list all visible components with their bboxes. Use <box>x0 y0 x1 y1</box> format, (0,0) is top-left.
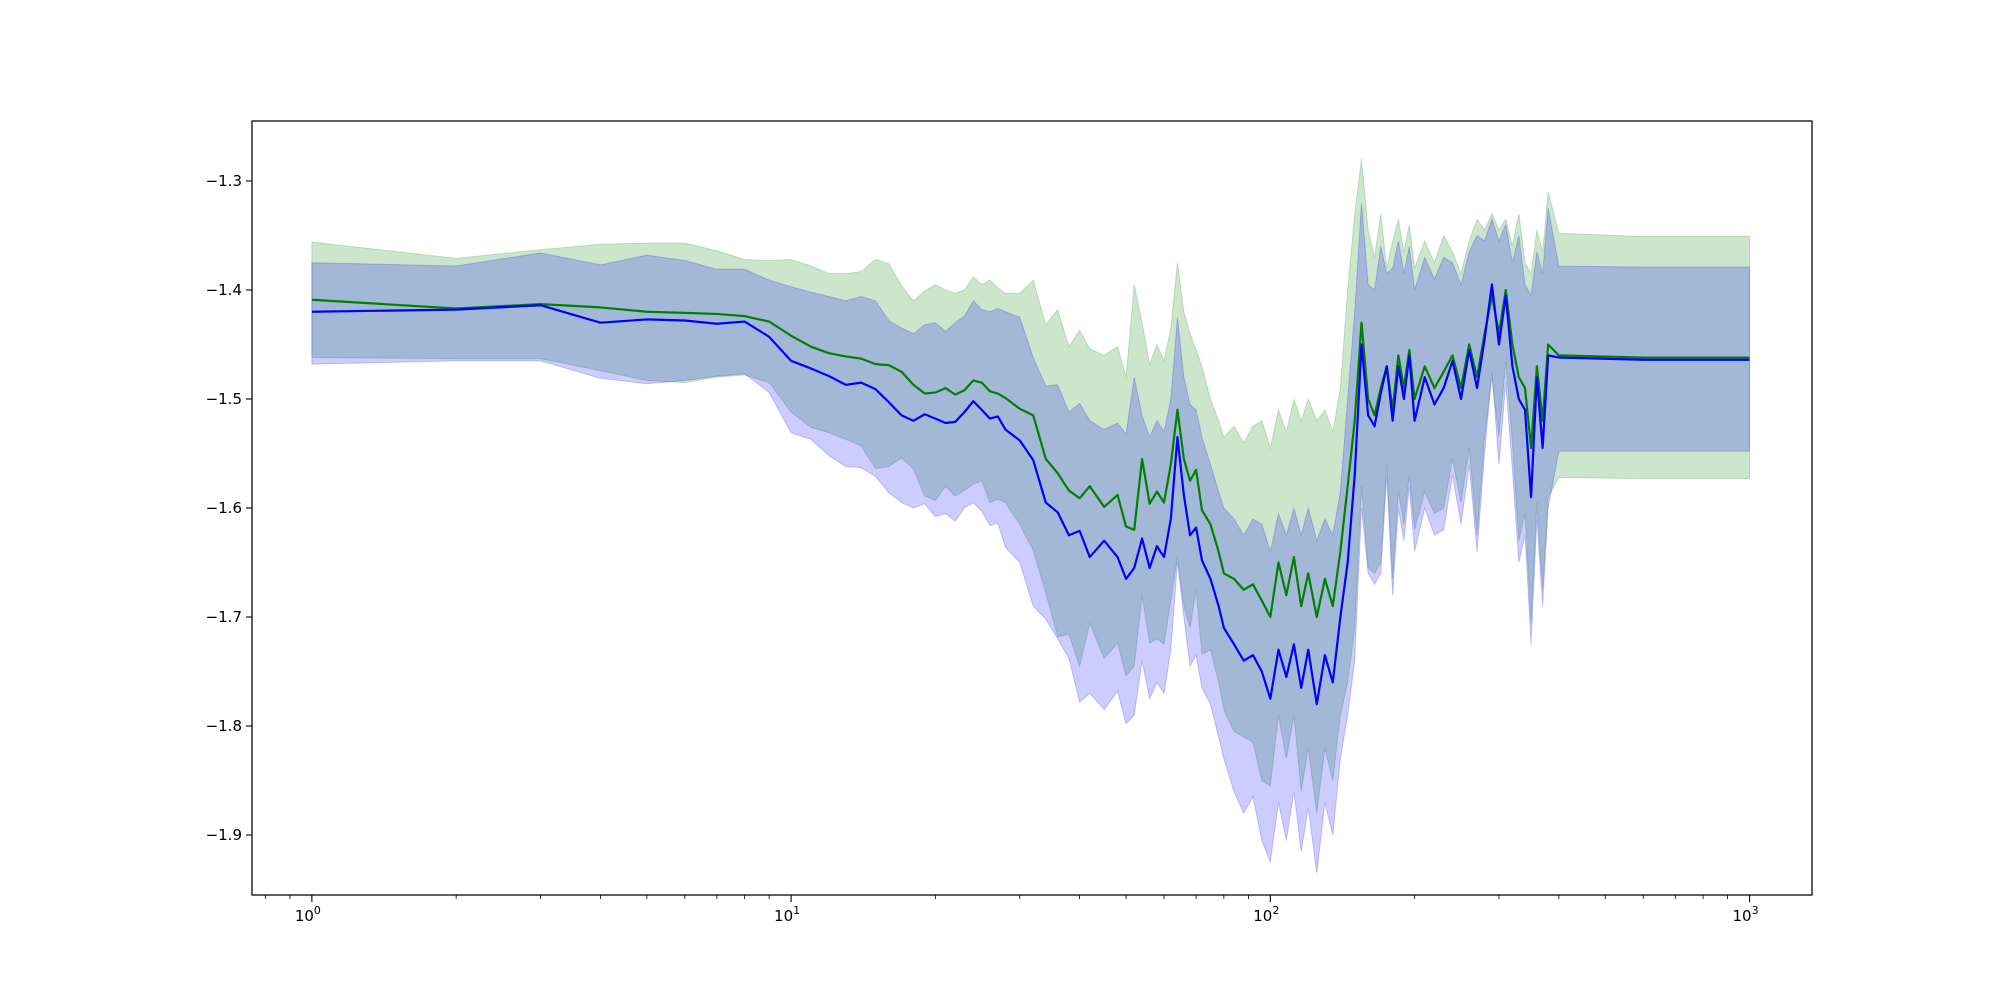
confidence-bands <box>311 159 1751 874</box>
series-1-line <box>311 288 1750 619</box>
series-2-band <box>311 202 1751 874</box>
y-tick-label: −1.3 <box>206 172 242 190</box>
y-axis: −1.3 −1.4 −1.5 −1.6 −1.7 −1.8 −1.9 <box>206 172 252 844</box>
y-tick-label: −1.4 <box>206 281 242 299</box>
y-tick-label: −1.5 <box>206 390 242 408</box>
y-tick-label: −1.8 <box>206 717 242 735</box>
series-lines <box>311 283 1750 706</box>
series-1-band <box>311 159 1751 814</box>
y-tick-label: −1.6 <box>206 499 242 517</box>
series-2-line <box>311 283 1750 706</box>
y-tick-label: −1.7 <box>206 608 242 626</box>
y-tick-label: −1.9 <box>206 826 242 844</box>
x-axis: 100 101 102 103 <box>265 895 1759 925</box>
